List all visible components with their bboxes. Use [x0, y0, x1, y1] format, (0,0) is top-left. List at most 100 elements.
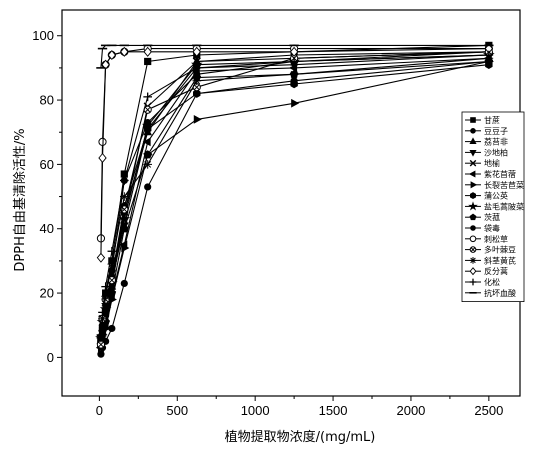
series-line: [100, 54, 489, 339]
legend: 甘蔗豆豆子荔苔非沙地柏地榆紫花苜蓿长裂苦苣菜蒲公英盐毛蒿陂菜茨菰袋毒刺松草多叶棘…: [461, 111, 525, 303]
series-3: [96, 46, 494, 348]
data-point: [97, 350, 105, 358]
y-tick-label: 0: [47, 350, 54, 365]
data-point: [289, 46, 299, 57]
legend-item: 荔苔非: [465, 137, 508, 147]
data-point: [142, 137, 151, 147]
series-line: [100, 57, 489, 339]
legend-label: 紫花苜蓿: [484, 169, 516, 179]
legend-marker: [470, 117, 476, 123]
legend-marker: [470, 181, 478, 189]
data-point: [101, 59, 110, 70]
legend-item: 刺松草: [465, 234, 508, 244]
data-point: [192, 63, 202, 73]
y-tick-label: 80: [40, 93, 54, 108]
legend-label: 化松: [484, 277, 500, 287]
data-point: [96, 252, 106, 263]
legend-item: 反分蒿: [465, 266, 508, 276]
data-point: [290, 77, 298, 85]
x-axis-title: 植物提取物浓度/(mg/mL): [225, 429, 376, 445]
data-point: [107, 276, 116, 285]
data-point: [193, 115, 202, 124]
legend-marker: [469, 257, 477, 264]
y-axis-title: DPPH自由基清除活性/%: [13, 128, 28, 271]
data-point: [96, 340, 106, 349]
legend-item: 蒲公英: [465, 191, 508, 201]
legend-marker: [470, 192, 476, 200]
data-point: [143, 46, 152, 57]
legend-item: 抗坏血酸: [465, 288, 516, 298]
y-tick-label: 40: [40, 221, 54, 236]
data-point: [289, 57, 299, 66]
x-tick-label: 1000: [241, 403, 270, 418]
series-4: [96, 52, 494, 344]
legend-label: 多叶棘豆: [484, 245, 516, 255]
legend-item: 甘蔗: [465, 115, 500, 125]
legend-marker: [469, 213, 477, 221]
data-point: [484, 50, 494, 60]
legend-marker: [469, 149, 477, 157]
data-point: [143, 160, 153, 169]
legend-item: 盐毛蒿陂菜: [465, 201, 524, 211]
data-point: [192, 76, 202, 86]
series-7: [97, 57, 494, 353]
legend-label: 地榆: [484, 158, 500, 168]
data-point: [107, 50, 117, 61]
x-tick-label: 500: [166, 403, 188, 418]
y-tick-label: 20: [40, 286, 54, 301]
y-tick-label: 60: [40, 157, 54, 172]
data-point: [119, 176, 129, 185]
data-point: [96, 330, 106, 340]
series-line: [100, 54, 489, 335]
data-point: [192, 46, 201, 57]
data-point: [144, 57, 152, 66]
series-5: [96, 47, 493, 346]
series-17: [96, 44, 494, 69]
data-point: [120, 46, 129, 57]
legend-item: 袋毒: [465, 223, 500, 233]
series-line: [100, 54, 489, 339]
legend-label: 袋毒: [484, 223, 500, 233]
legend-marker: [469, 278, 477, 286]
data-point: [143, 150, 152, 159]
legend-marker: [469, 159, 477, 167]
legend-label: 长裂苦苣菜: [484, 180, 524, 190]
legend-item: 化松: [465, 277, 500, 287]
legend-marker: [469, 267, 477, 276]
data-point: [108, 324, 116, 333]
legend-label: 茨菰: [484, 212, 500, 222]
legend-label: 反分蒿: [484, 266, 508, 276]
legend-marker: [468, 201, 478, 211]
data-point: [289, 63, 298, 73]
legend-label: 蒲公英: [484, 191, 508, 201]
data-point: [144, 183, 152, 191]
series-9: [95, 48, 495, 344]
series-line: [100, 51, 489, 342]
legend-item: 多叶棘豆: [465, 245, 516, 255]
legend-label: 甘蔗: [484, 115, 500, 125]
series-2: [97, 48, 493, 345]
data-point: [121, 243, 130, 253]
legend-item: 斜茎黄芪: [465, 255, 516, 265]
legend-item: 地榆: [465, 158, 500, 168]
series-16: [96, 50, 494, 340]
legend-marker: [468, 170, 476, 178]
legend-marker: [469, 246, 477, 253]
legend-marker: [469, 137, 477, 145]
legend-item: 紫花苜蓿: [465, 169, 516, 179]
legend-label: 刺松草: [484, 234, 508, 244]
data-point: [101, 282, 110, 291]
data-point: [193, 90, 201, 98]
legend-label: 抗坏血酸: [484, 288, 516, 298]
data-point: [289, 70, 299, 79]
series-14: [96, 53, 494, 343]
series-13: [96, 47, 493, 349]
data-point: [120, 170, 128, 178]
x-tick-label: 2000: [396, 403, 425, 418]
legend-marker: [470, 128, 476, 134]
data-point: [101, 291, 110, 301]
series-line: [100, 51, 489, 342]
x-tick-label: 2500: [474, 403, 503, 418]
series-15: [96, 43, 494, 263]
